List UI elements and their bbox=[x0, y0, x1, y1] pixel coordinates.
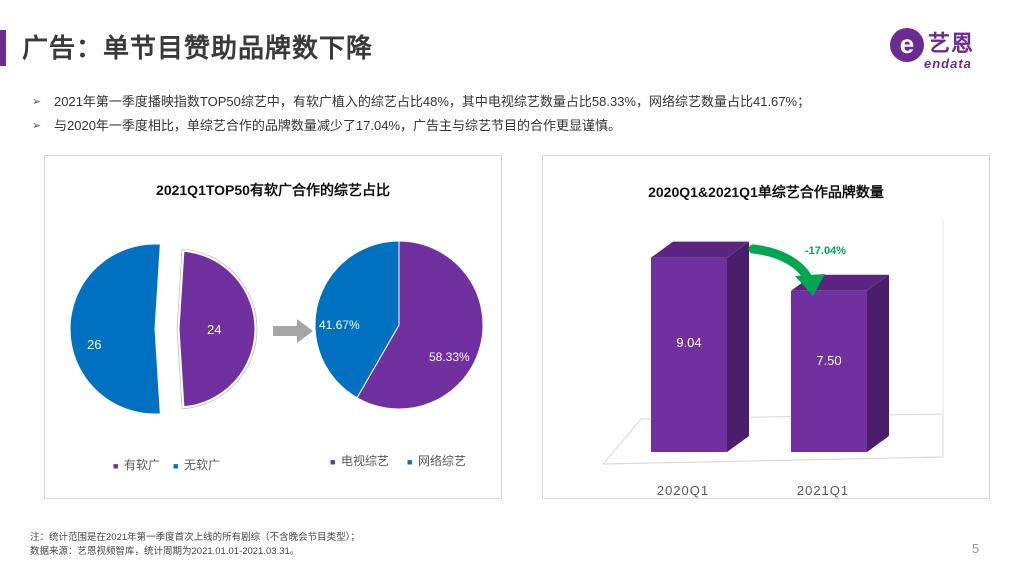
pie-label-no-ad: 26 bbox=[87, 337, 101, 352]
pie-label-tv: 58.33% bbox=[429, 350, 470, 364]
legend-label: 有软广 bbox=[124, 458, 160, 472]
decrease-arrow-icon bbox=[748, 244, 814, 285]
title-accent-bar bbox=[0, 30, 6, 66]
bar-side bbox=[867, 274, 889, 452]
bar-front bbox=[791, 290, 867, 452]
decrease-arrowhead-icon bbox=[795, 274, 825, 296]
page-title: 广告：单节目赞助品牌数下降 bbox=[22, 33, 374, 63]
bar-front bbox=[651, 257, 727, 452]
bullet-arrow-icon: ➢ bbox=[32, 120, 42, 132]
legend-label: 无软广 bbox=[184, 458, 220, 472]
bar-value-label: 9.04 bbox=[676, 335, 701, 350]
bullet-item: ➢ 2021年第一季度播映指数TOP50综艺中，有软广植入的综艺占比48%，其中… bbox=[32, 92, 810, 116]
bar-value-label: 7.50 bbox=[816, 353, 841, 368]
legend-label: 电视综艺 bbox=[341, 453, 389, 468]
bullet-text: 与2020年一季度相比，单综艺合作的品牌数量减少了17.04%，广告主与综艺节目… bbox=[54, 118, 622, 133]
pie-slice-no-ad bbox=[69, 243, 161, 415]
pie-label-online: 41.67% bbox=[319, 318, 360, 332]
legend-label: 网络综艺 bbox=[418, 453, 466, 468]
pie-slice-tv bbox=[356, 240, 484, 410]
bullet-item: ➢ 与2020年一季度相比，单综艺合作的品牌数量减少了17.04%，广告主与综艺… bbox=[32, 116, 810, 140]
bullet-arrow-icon: ➢ bbox=[32, 96, 42, 108]
change-annotation: -17.04% bbox=[805, 245, 846, 257]
logo-text-cn: 艺恩 bbox=[928, 31, 975, 56]
bar-chart-title: 2020Q1&2021Q1单综艺合作品牌数量 bbox=[648, 184, 884, 200]
page-number: 5 bbox=[972, 541, 980, 556]
pie-label-with-ad: 24 bbox=[207, 322, 221, 337]
footnote: 注：统计范围是在2021年第一季度首次上线的所有剧综（不含晚会节目类型）； 数据… bbox=[30, 531, 360, 559]
x-tick-label: 2020Q1 bbox=[657, 483, 709, 498]
bar-side bbox=[727, 241, 749, 452]
bar-top bbox=[651, 241, 749, 258]
right-arrow-icon bbox=[273, 319, 313, 343]
pie-slice-outline bbox=[176, 248, 258, 410]
footnote-note: 注：统计范围是在2021年第一季度首次上线的所有剧综（不含晚会节目类型）； bbox=[30, 532, 360, 543]
x-tick-label: 2021Q1 bbox=[797, 483, 849, 498]
bar-chart-panel: 2020Q1&2021Q1单综艺合作品牌数量 9.04 2020Q1 7.50 202… bbox=[542, 155, 990, 499]
logo-e-icon: e bbox=[890, 28, 924, 62]
pie-chart-panel: 2021Q1TOP50有软广合作的综艺占比 24 26 58.33% 41.67% ■ 有… bbox=[44, 155, 502, 499]
bar-chart: 9.04 2020Q1 7.50 2021Q1 -17.04% bbox=[601, 220, 944, 498]
summary-bullets: ➢ 2021年第一季度播映指数TOP50综艺中，有软广植入的综艺占比48%，其中… bbox=[32, 92, 810, 140]
legend-marker-icon: ■ bbox=[407, 457, 412, 467]
legend-marker-icon: ■ bbox=[173, 461, 178, 471]
endata-logo: e 艺恩 endata bbox=[888, 22, 998, 74]
pie-chart: 24 26 58.33% 41.67% ■ 有软广 ■ 无软广 ■ 电视综艺 ■ 网络综艺 bbox=[69, 240, 484, 472]
legend-marker-icon: ■ bbox=[113, 461, 118, 471]
footnote-source: 数据来源：艺恩视频智库，统计周期为2021.01.01-2021.03.31。 bbox=[30, 546, 300, 557]
floor-edge bbox=[602, 456, 944, 465]
legend-marker-icon: ■ bbox=[330, 457, 335, 467]
bullet-text: 2021年第一季度播映指数TOP50综艺中，有软广植入的综艺占比48%，其中电视… bbox=[54, 94, 811, 109]
pie-slice-online bbox=[314, 240, 400, 399]
logo-text-en: endata bbox=[924, 56, 972, 71]
pie-chart-title: 2021Q1TOP50有软广合作的综艺占比 bbox=[156, 182, 390, 198]
